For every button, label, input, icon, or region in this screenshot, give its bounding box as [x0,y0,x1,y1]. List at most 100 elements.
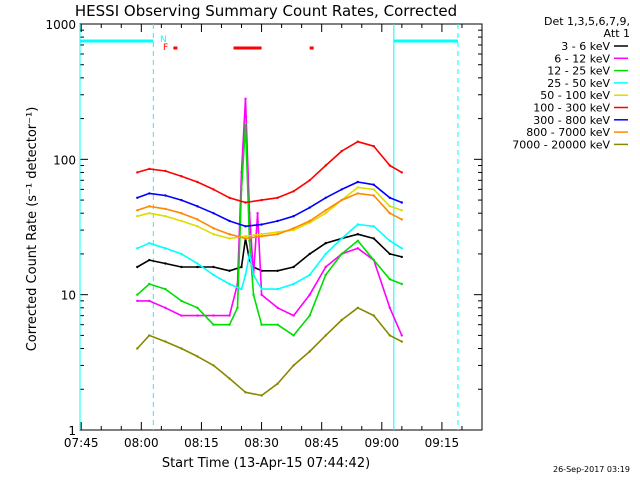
series-point [244,235,247,238]
series-point [228,269,231,272]
series-point [180,212,183,215]
series-point [196,265,199,269]
series-point [340,198,343,202]
series-point [356,233,359,236]
series-point [400,247,403,250]
series-point [260,293,263,296]
x-tick-label: 08:45 [304,436,339,450]
series-point [244,97,247,101]
series-point [324,212,327,215]
series-point [324,334,327,337]
series-point [292,227,295,230]
series-point [308,350,311,353]
series-point [244,391,247,394]
series-8 [136,306,403,397]
series-point [148,334,151,337]
series-line [137,186,403,240]
series-point [340,237,343,240]
series-point [212,364,215,367]
series-point [228,323,231,326]
series-point [180,314,183,317]
series-point [228,237,231,240]
series-point [324,164,327,167]
series-point [244,237,247,240]
series-point [136,265,139,269]
series-point [196,218,199,221]
series-line [136,307,403,397]
series-point [356,186,359,189]
series-point [240,188,243,191]
series-point [148,242,151,245]
series-point [228,233,231,236]
series-point [388,278,391,281]
flare-flag-label: F [163,43,168,53]
series-point [260,233,263,236]
series-point [292,334,295,337]
series-point [276,306,279,309]
series-point [228,196,231,199]
series-point [276,382,279,385]
series-point [136,247,139,250]
series-point [308,219,311,223]
series-point [180,299,183,303]
series-point [372,314,375,317]
series-point [148,167,151,171]
series-point [196,180,199,184]
legend-label: 800 - 7000 keV [526,126,610,139]
x-tick-label: 07:45 [64,436,99,450]
series-point [372,194,375,197]
series-point [372,145,375,148]
series-point [164,262,167,265]
series-point [356,306,359,309]
series-point [136,347,139,350]
series-point [400,218,403,221]
series-point [324,209,327,212]
series-point [260,223,263,226]
series-point [400,209,403,212]
y-axis-label: Corrected Count Rate (s⁻¹ detector⁻¹) [25,107,40,352]
y-tick-label: 1 [68,424,76,438]
series-point [180,175,183,178]
series-point [148,299,151,303]
series-point [180,219,183,223]
series-point [240,265,243,269]
series-point [196,262,199,265]
series-6 [136,180,403,228]
series-point [164,287,167,291]
series-point [164,306,167,309]
series-point [212,273,215,277]
series-point [356,239,359,242]
series-point [148,282,151,286]
series-point [324,252,327,256]
series-point [276,233,279,236]
y-tick-label: 100 [53,153,76,167]
legend-label: 25 - 50 keV [547,77,610,90]
series-point [356,140,359,143]
series-point [180,252,183,256]
series-point [260,235,263,238]
series-point [324,273,327,277]
series-point [260,198,263,202]
series-point [212,323,215,326]
series-lines [136,97,403,397]
series-line [137,192,403,240]
series-point [148,258,151,262]
series-point [388,164,391,167]
series-point [260,394,263,397]
series-point [180,347,183,350]
legend-label: 7000 - 20000 keV [512,138,610,151]
series-point [276,230,279,234]
series-point [308,273,311,277]
series-point [308,252,311,256]
x-tick-label: 08:30 [244,436,279,450]
series-point [388,306,391,309]
series-point [196,306,199,309]
series-point [164,247,167,250]
series-point [400,340,403,343]
series-point [372,188,375,191]
series-point [212,212,215,215]
series-point [356,180,359,184]
legend-label: 300 - 800 keV [533,114,610,127]
